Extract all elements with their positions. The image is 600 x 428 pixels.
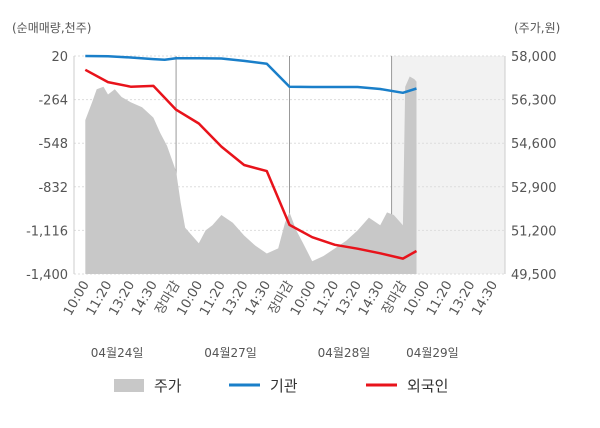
left-axis-unit: (순매매량,천주) [12, 20, 91, 35]
right-tick-label: 51,200 [511, 224, 557, 239]
legend-label-price: 주가 [154, 377, 182, 395]
left-axis-ticks: 20 -264 -548 -832 -1,116 -1,400 [26, 50, 68, 283]
right-tick-label: 58,000 [511, 50, 557, 65]
right-tick-label: 52,900 [511, 181, 557, 196]
date-label: 04월27일 [204, 346, 257, 360]
institution-line-series [85, 54, 417, 95]
legend-label-foreign: 외국인 [407, 377, 448, 395]
legend: 주가 기관 외국인 [114, 377, 448, 395]
left-tick-label: -832 [38, 181, 68, 196]
left-tick-label: -1,116 [26, 224, 68, 239]
legend-label-institution: 기관 [270, 377, 298, 395]
right-tick-label: 54,600 [511, 137, 557, 152]
foreign-line [84, 68, 418, 260]
left-tick-label: 20 [51, 50, 68, 65]
date-label: 04월29일 [406, 346, 459, 360]
price-area-series [85, 76, 417, 274]
date-label: 04월28일 [318, 346, 371, 360]
right-axis-unit: (주가,원) [514, 21, 560, 35]
right-tick-label: 56,300 [511, 94, 557, 109]
legend-swatch-price [114, 379, 144, 392]
left-tick-label: -1,400 [26, 268, 68, 283]
right-axis-ticks: 58,000 56,300 54,600 52,900 51,200 49,500 [511, 50, 557, 283]
date-labels: 04월24일 04월27일 04월28일 04월29일 [91, 346, 459, 360]
date-label: 04월24일 [91, 346, 144, 360]
foreign-line-series [84, 68, 418, 260]
left-tick-label: -548 [38, 137, 68, 152]
right-tick-label: 49,500 [511, 268, 557, 283]
price-area [85, 76, 417, 274]
left-tick-label: -264 [38, 94, 68, 109]
institution-line [85, 54, 417, 95]
